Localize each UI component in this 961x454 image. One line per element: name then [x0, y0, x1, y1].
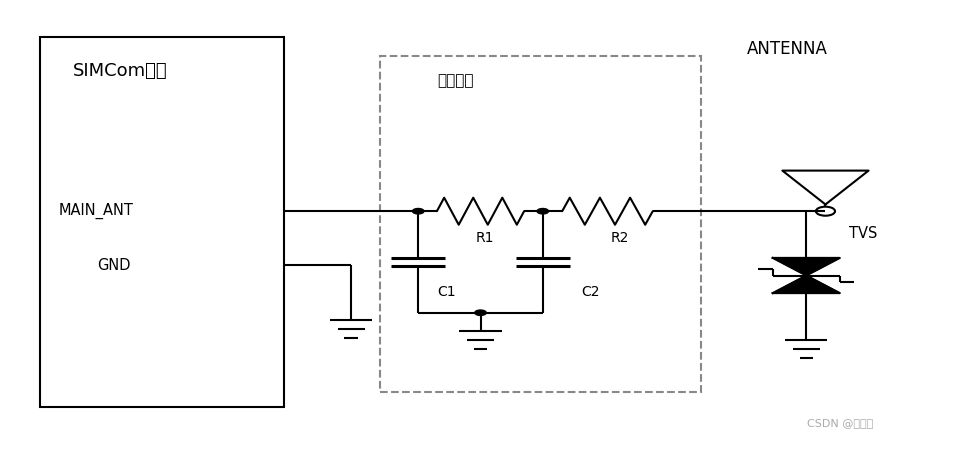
- Polygon shape: [773, 276, 840, 293]
- Circle shape: [412, 208, 424, 214]
- Text: R2: R2: [610, 231, 628, 245]
- Bar: [39, 38, 284, 408]
- Text: GND: GND: [97, 258, 131, 273]
- Text: CSDN @学习帮: CSDN @学习帮: [806, 418, 873, 428]
- Text: ANTENNA: ANTENNA: [747, 40, 827, 58]
- Circle shape: [475, 310, 486, 316]
- Text: C2: C2: [581, 286, 600, 300]
- Text: TVS: TVS: [850, 226, 877, 241]
- Text: R1: R1: [476, 231, 495, 245]
- Circle shape: [537, 208, 549, 214]
- Bar: [380, 55, 701, 392]
- Polygon shape: [773, 258, 840, 276]
- Text: SIMCom模块: SIMCom模块: [73, 62, 168, 80]
- Text: MAIN_ANT: MAIN_ANT: [59, 203, 134, 219]
- Text: 匹配电路: 匹配电路: [437, 73, 474, 88]
- Text: C1: C1: [437, 286, 456, 300]
